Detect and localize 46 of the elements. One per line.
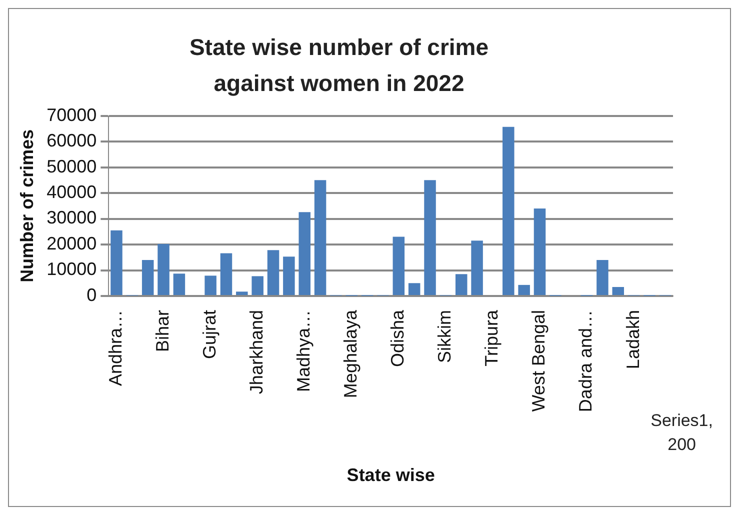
y-tick-label: 40000 <box>46 182 97 202</box>
bar <box>612 286 624 295</box>
bar <box>392 236 405 295</box>
y-tick-label: 60000 <box>46 130 97 151</box>
bar <box>204 276 216 295</box>
y-tick-label: 10000 <box>46 259 97 280</box>
text: Series1, 200 <box>650 411 713 454</box>
x-tick-label: Bihar <box>152 310 172 352</box>
y-tick-label: 30000 <box>46 208 97 228</box>
x-tick-label: Dadra and… <box>576 310 596 412</box>
bar <box>267 250 280 295</box>
bar <box>596 260 608 295</box>
x-tick-label: Jharkhand <box>246 310 267 394</box>
bar <box>518 284 530 295</box>
x-tick-label: Meghalaya <box>340 309 361 398</box>
bar <box>220 253 232 295</box>
x-tick-label: Tripura <box>482 309 502 366</box>
y-tick-label: 70000 <box>46 104 97 125</box>
bar <box>173 274 186 295</box>
x-tick-label: Andhra… <box>105 310 126 386</box>
bar <box>298 212 310 295</box>
x-tick-label: Sikkim <box>434 310 455 363</box>
x-tick-label: Odisha <box>388 309 408 368</box>
bar <box>283 256 295 295</box>
x-tick-label: Gujrat <box>200 310 220 360</box>
x-tick-label: West Bengal <box>528 310 549 412</box>
x-tick-label: Madhya… <box>294 310 314 392</box>
x-tick-label: Ladakh <box>622 310 643 370</box>
bar <box>252 276 264 295</box>
bar <box>158 244 170 295</box>
bar <box>110 230 122 295</box>
y-tick-label: 0 <box>86 284 97 305</box>
bar <box>534 208 546 295</box>
y-axis-title: Number of crimes <box>16 129 37 282</box>
bar <box>424 180 436 295</box>
bar <box>471 240 483 295</box>
y-tick-label: 20000 <box>46 233 97 254</box>
bar <box>142 260 154 295</box>
bar <box>236 292 248 295</box>
bar <box>455 274 468 295</box>
bar <box>314 180 326 295</box>
chart-title: State wise number of crime against women in 2022 <box>188 33 490 98</box>
y-tick-label: 50000 <box>46 156 97 176</box>
bar <box>408 283 420 295</box>
x-axis-title: State wise <box>346 465 435 486</box>
bar <box>502 126 514 295</box>
